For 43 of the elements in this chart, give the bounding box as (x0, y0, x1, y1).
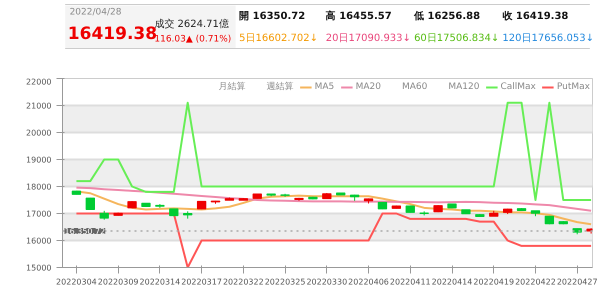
x-tick-label: 20220309 (98, 278, 138, 286)
candlestick (86, 197, 95, 210)
y-tick-label: 19000 (26, 156, 52, 164)
x-tick-label: 20220322 (222, 278, 264, 286)
x-tick-label: 20220314 (140, 278, 180, 286)
legend-label: 月結算 (218, 80, 246, 93)
text: 高 16455.57 (326, 10, 392, 22)
legend-label: 週結算 (266, 80, 294, 93)
x-tick-label: 20220422 (515, 278, 556, 286)
x-tick-label: 20220406 (348, 278, 389, 286)
ref-line-label: 16,350.72 (64, 227, 106, 236)
line-series (75, 102, 592, 201)
x-tick-label: 20220427 (556, 278, 598, 286)
x-tick-label: 20220317 (181, 278, 222, 286)
y-tick-label: 15000 (26, 264, 52, 272)
text: 開 16350.72 (239, 10, 306, 22)
x-tick-label: 20220414 (432, 278, 472, 286)
text: 5日16602.702↓ (239, 33, 318, 44)
legend-label: CallMax (500, 82, 536, 92)
text: 20日17090.933↓ (326, 33, 411, 44)
y-tick-label: 16000 (26, 236, 52, 246)
x-tick-label: 20220304 (56, 278, 97, 286)
legend-label: MA5 (314, 82, 335, 92)
text: 低 16256.88 (413, 10, 480, 22)
text: 120日17656.053↓ (502, 33, 594, 44)
line-series (75, 186, 592, 212)
x-tick-label: 20220411 (390, 278, 431, 286)
y-tick-label: 21000 (26, 102, 52, 110)
text: 60日17506.834↓ (414, 33, 500, 44)
x-tick-label: 20220419 (473, 278, 514, 286)
legend-label: PutMax (556, 82, 590, 92)
y-tick-label: 20000 (26, 128, 52, 138)
x-tick-label: 20220325 (264, 278, 306, 286)
legend-label: MA60 (402, 82, 428, 92)
text: 116.03▲ (0.71%) (154, 34, 232, 44)
y-tick-label: 22000 (26, 78, 52, 86)
x-tick-label: 20220330 (306, 278, 348, 286)
y-tick-label: 18000 (26, 182, 52, 192)
text: 收 16419.38 (502, 10, 568, 22)
legend-label: MA120 (448, 82, 480, 92)
legend-label: MA20 (356, 82, 381, 92)
chart-title: 2022/04/28 (70, 8, 122, 18)
y-tick-label: 17000 (26, 210, 52, 218)
